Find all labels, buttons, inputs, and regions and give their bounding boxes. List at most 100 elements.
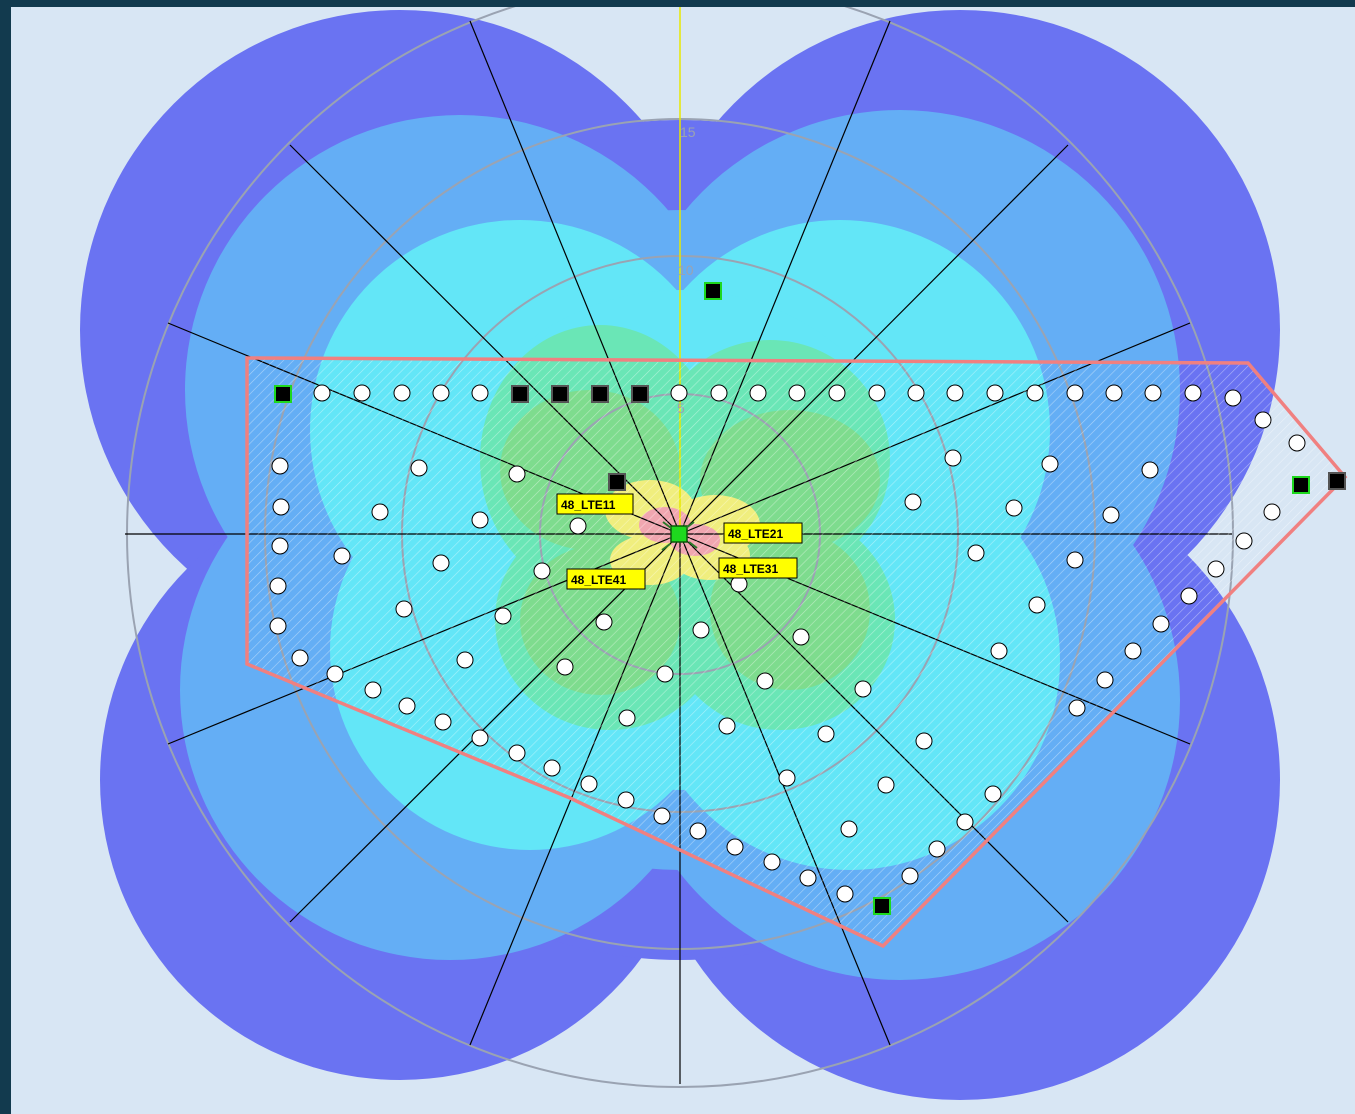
white-circle-icon[interactable] — [434, 713, 452, 731]
white-circle-icon[interactable] — [1141, 461, 1159, 479]
white-circle-icon[interactable] — [984, 785, 1002, 803]
white-circle-icon[interactable] — [494, 607, 512, 625]
white-circle-icon[interactable] — [508, 744, 526, 762]
white-circle-icon[interactable] — [1102, 506, 1120, 524]
black-square-icon[interactable] — [873, 897, 891, 915]
white-circle-icon[interactable] — [1028, 596, 1046, 614]
white-circle-icon[interactable] — [756, 672, 774, 690]
coverage-boundary-polygon[interactable] — [245, 356, 1348, 949]
map-viewport[interactable]: 5 10 15 48_LTE11 48_LTE21 48_LTE31 4 — [11, 7, 1355, 1114]
white-circle-icon[interactable] — [1096, 671, 1114, 689]
white-circle-icon[interactable] — [944, 449, 962, 467]
white-circle-icon[interactable] — [915, 732, 933, 750]
white-circle-icon[interactable] — [799, 869, 817, 887]
white-circle-icon[interactable] — [692, 621, 710, 639]
white-circle-icon[interactable] — [1152, 615, 1170, 633]
coverage-map[interactable]: 5 10 15 48_LTE11 48_LTE21 48_LTE31 4 — [11, 7, 1355, 1114]
white-circle-icon[interactable] — [269, 617, 287, 635]
white-circle-icon[interactable] — [271, 537, 289, 555]
white-circle-icon[interactable] — [1026, 384, 1044, 402]
black-square-icon[interactable] — [1292, 476, 1310, 494]
white-circle-icon[interactable] — [877, 776, 895, 794]
white-circle-icon[interactable] — [533, 562, 551, 580]
white-circle-icon[interactable] — [1105, 384, 1123, 402]
white-circle-icon[interactable] — [749, 384, 767, 402]
white-circle-icon[interactable] — [1124, 642, 1142, 660]
white-circle-icon[interactable] — [1144, 384, 1162, 402]
white-circle-icon[interactable] — [718, 717, 736, 735]
white-circle-icon[interactable] — [471, 511, 489, 529]
white-circle-icon[interactable] — [617, 791, 635, 809]
white-circle-icon[interactable] — [840, 820, 858, 838]
white-circle-icon[interactable] — [828, 384, 846, 402]
white-circle-icon[interactable] — [326, 665, 344, 683]
white-circle-icon[interactable] — [398, 697, 416, 715]
black-square-icon[interactable] — [274, 385, 292, 403]
white-circle-icon[interactable] — [271, 457, 289, 475]
white-circle-icon[interactable] — [580, 775, 598, 793]
white-circle-icon[interactable] — [836, 885, 854, 903]
white-circle-icon[interactable] — [928, 840, 946, 858]
white-circle-icon[interactable] — [556, 658, 574, 676]
cell-label-48_LTE11[interactable]: 48_LTE11 — [556, 493, 634, 515]
white-circle-icon[interactable] — [778, 769, 796, 787]
white-circle-icon[interactable] — [353, 384, 371, 402]
white-circle-icon[interactable] — [788, 384, 806, 402]
white-circle-icon[interactable] — [1066, 551, 1084, 569]
black-square-icon[interactable] — [608, 473, 626, 491]
white-circle-icon[interactable] — [1041, 455, 1059, 473]
white-circle-icon[interactable] — [904, 493, 922, 511]
white-circle-icon[interactable] — [1207, 560, 1225, 578]
white-circle-icon[interactable] — [543, 759, 561, 777]
white-circle-icon[interactable] — [371, 503, 389, 521]
white-circle-icon[interactable] — [569, 517, 587, 535]
white-circle-icon[interactable] — [946, 384, 964, 402]
white-circle-icon[interactable] — [456, 651, 474, 669]
white-circle-icon[interactable] — [364, 681, 382, 699]
white-circle-icon[interactable] — [471, 384, 489, 402]
white-circle-icon[interactable] — [432, 554, 450, 572]
white-circle-icon[interactable] — [618, 709, 636, 727]
white-circle-icon[interactable] — [1184, 384, 1202, 402]
white-circle-icon[interactable] — [726, 838, 744, 856]
white-circle-icon[interactable] — [656, 665, 674, 683]
serving-site[interactable] — [661, 521, 698, 551]
white-circle-icon[interactable] — [763, 853, 781, 871]
cell-label-48_LTE41[interactable]: 48_LTE41 — [566, 568, 646, 590]
white-circle-icon[interactable] — [313, 384, 331, 402]
white-circle-icon[interactable] — [1288, 434, 1306, 452]
white-circle-icon[interactable] — [1066, 384, 1084, 402]
cell-label-48_LTE21[interactable]: 48_LTE21 — [723, 522, 803, 544]
white-circle-icon[interactable] — [868, 384, 886, 402]
white-circle-icon[interactable] — [269, 577, 287, 595]
white-circle-icon[interactable] — [653, 807, 671, 825]
white-circle-icon[interactable] — [410, 459, 428, 477]
white-circle-icon[interactable] — [907, 384, 925, 402]
white-circle-icon[interactable] — [272, 498, 290, 516]
white-circle-icon[interactable] — [1224, 389, 1242, 407]
white-circle-icon[interactable] — [1263, 503, 1281, 521]
black-square-icon[interactable] — [591, 385, 609, 403]
white-circle-icon[interactable] — [471, 729, 489, 747]
white-circle-icon[interactable] — [395, 600, 413, 618]
black-square-icon[interactable] — [511, 385, 529, 403]
cell-label-48_LTE31[interactable]: 48_LTE31 — [718, 557, 798, 579]
white-circle-icon[interactable] — [710, 384, 728, 402]
white-circle-icon[interactable] — [990, 642, 1008, 660]
black-square-icon[interactable] — [1328, 472, 1346, 490]
white-circle-icon[interactable] — [1068, 699, 1086, 717]
white-circle-icon[interactable] — [333, 547, 351, 565]
white-circle-icon[interactable] — [1180, 587, 1198, 605]
white-circle-icon[interactable] — [508, 465, 526, 483]
white-circle-icon[interactable] — [986, 384, 1004, 402]
white-circle-icon[interactable] — [595, 613, 613, 631]
black-square-icon[interactable] — [704, 282, 722, 300]
black-square-icon[interactable] — [631, 385, 649, 403]
white-circle-icon[interactable] — [1235, 532, 1253, 550]
white-circle-icon[interactable] — [901, 867, 919, 885]
white-circle-icon[interactable] — [817, 725, 835, 743]
white-circle-icon[interactable] — [291, 649, 309, 667]
white-circle-icon[interactable] — [432, 384, 450, 402]
white-circle-icon[interactable] — [792, 628, 810, 646]
white-circle-icon[interactable] — [967, 544, 985, 562]
